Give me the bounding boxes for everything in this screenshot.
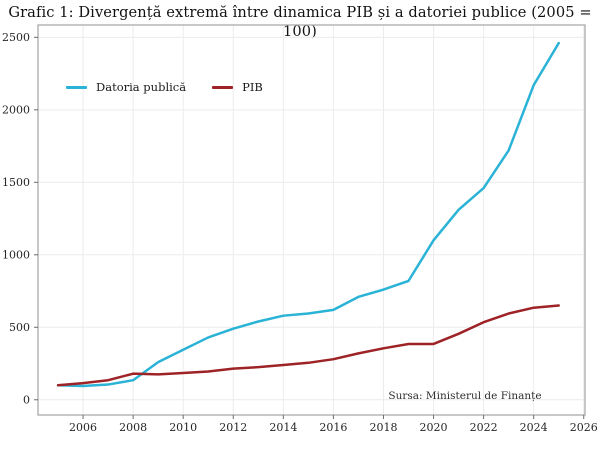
x-tick-label: 2006 [69,421,97,434]
legend-item-datoria-publica: Datoria publică [66,80,186,94]
x-tick-label: 2014 [269,421,297,434]
y-tick-label: 1500 [2,176,30,189]
x-tick-label: 2012 [219,421,247,434]
source-note: Sursa: Ministerul de Finanțe [388,390,542,402]
legend-item-pib: PIB [212,80,263,94]
x-tick-label: 2018 [369,421,397,434]
y-tick-label: 2000 [2,104,30,117]
legend-swatch-pib [212,85,234,89]
y-tick-label: 2500 [2,31,30,44]
x-tick-label: 2022 [470,421,498,434]
y-tick-label: 0 [23,394,30,407]
legend-label-datoria-publica: Datoria publică [96,80,187,94]
legend-swatch-datoria-publica [66,85,87,89]
legend-label-pib: PIB [242,80,263,94]
chart-title: Grafic 1: Divergență extremă între dinam… [8,4,592,40]
y-tick-label: 1000 [2,249,30,262]
y-tick-label: 500 [9,321,30,334]
plot-frame [37,24,586,416]
x-tick-label: 2020 [420,421,448,434]
x-tick-label: 2008 [119,421,147,434]
x-tick-label: 2026 [570,421,598,434]
series-line-pib [56,304,560,387]
legend: Datoria publică PIB [66,80,263,94]
x-tick-label: 2016 [319,421,347,434]
x-tick-label: 2010 [169,421,197,434]
x-tick-label: 2024 [520,421,548,434]
